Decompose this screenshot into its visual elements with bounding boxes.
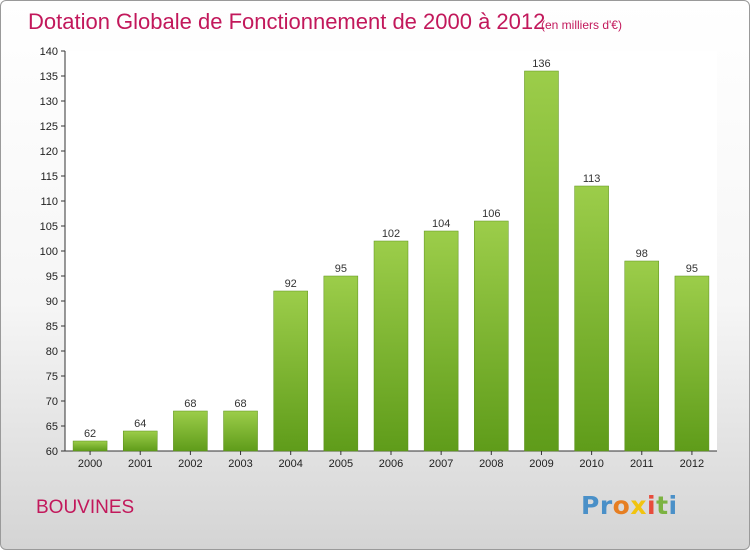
x-tick-label: 2009 (529, 458, 553, 470)
commune-name: BOUVINES (36, 497, 135, 518)
y-tick-label: 105 (40, 221, 58, 233)
bar (423, 230, 459, 452)
chart-title: Dotation Globale de Fonctionnement de 20… (28, 9, 546, 34)
data-label: 106 (482, 208, 500, 220)
proxiti-logo: Proxiti (581, 491, 678, 520)
bar (223, 410, 258, 452)
y-tick-label: 90 (46, 296, 58, 308)
x-tick-label: 2012 (680, 458, 704, 470)
y-tick-label: 75 (46, 371, 58, 383)
bar (674, 275, 710, 452)
y-tick-label: 135 (40, 71, 58, 83)
logo-letter: o (612, 491, 631, 520)
logo-letter: x (630, 491, 647, 520)
y-tick-label: 95 (46, 271, 58, 283)
bar (173, 410, 208, 452)
logo-letter: i (668, 491, 678, 520)
x-tick-label: 2003 (228, 458, 252, 470)
bar (474, 220, 509, 452)
data-label: 113 (583, 173, 601, 185)
data-label: 95 (335, 263, 347, 275)
x-tick-label: 2005 (329, 458, 353, 470)
y-tick-label: 140 (40, 46, 58, 58)
bar (273, 290, 308, 452)
bar (524, 70, 559, 452)
bar (624, 260, 660, 452)
logo-letter: t (656, 491, 669, 520)
x-tick-label: 2008 (479, 458, 503, 470)
data-label: 64 (134, 418, 146, 430)
y-tick-label: 65 (46, 421, 58, 433)
x-tick-label: 2000 (78, 458, 102, 470)
y-tick-label: 120 (40, 146, 58, 158)
data-label: 95 (686, 263, 698, 275)
bar (72, 440, 108, 452)
y-tick-label: 130 (40, 96, 58, 108)
data-label: 104 (432, 218, 450, 230)
y-tick-label: 70 (46, 396, 58, 408)
y-tick-label: 80 (46, 346, 58, 358)
bar (323, 275, 359, 452)
y-tick-label: 115 (40, 171, 58, 183)
data-label: 136 (532, 58, 550, 70)
x-tick-label: 2002 (178, 458, 202, 470)
bar (122, 430, 158, 452)
x-tick-label: 2006 (379, 458, 403, 470)
logo-letter: r (599, 491, 613, 520)
data-label: 62 (84, 428, 96, 440)
data-label: 98 (636, 248, 648, 260)
x-tick-label: 2007 (429, 458, 453, 470)
bar (373, 240, 409, 452)
y-tick-label: 100 (40, 246, 58, 258)
data-label: 68 (184, 398, 196, 410)
y-tick-label: 125 (40, 121, 58, 133)
data-label: 102 (382, 228, 400, 240)
data-label: 92 (285, 278, 297, 290)
y-tick-label: 110 (40, 196, 58, 208)
chart-subtitle: (en milliers d'€) (541, 18, 622, 32)
x-tick-label: 2001 (128, 458, 152, 470)
logo-letter: P (581, 491, 600, 520)
data-label: 68 (234, 398, 246, 410)
x-tick-label: 2011 (630, 458, 654, 470)
logo-letter: i (647, 491, 657, 520)
y-tick-label: 85 (46, 321, 58, 333)
x-tick-label: 2004 (278, 458, 302, 470)
y-tick-label: 60 (46, 446, 58, 458)
bar (574, 185, 609, 452)
x-tick-label: 2010 (579, 458, 603, 470)
